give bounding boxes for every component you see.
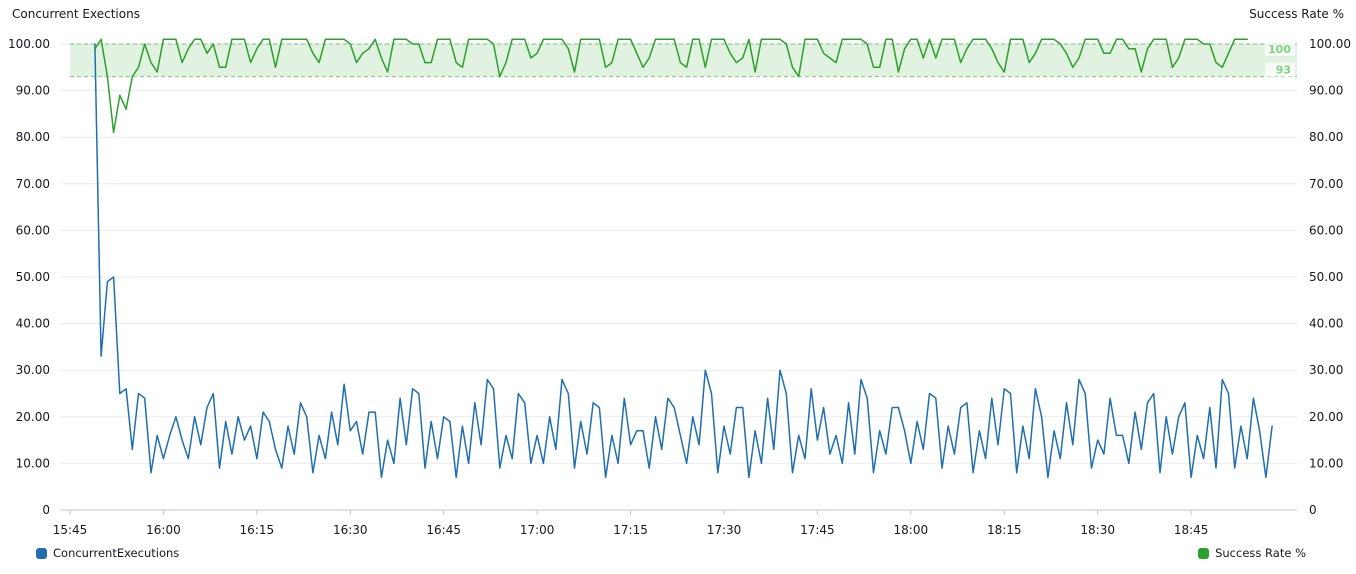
band-label-bg <box>1265 42 1295 56</box>
right-axis-title: Success Rate % <box>1249 7 1344 21</box>
band-label-max: 100 <box>1268 43 1291 56</box>
x-axis: 15:45 16:00 16:15 16:30 16:45 17:00 17:15 17:30… <box>53 510 1209 537</box>
y-tick-label-right: 100.00 <box>1309 37 1351 51</box>
x-tick-label: 18:45 <box>1174 523 1209 537</box>
band-label-bg <box>1265 62 1295 77</box>
y-tick-label-left: 20.00 <box>16 410 50 424</box>
x-tick-label: 16:30 <box>333 523 368 537</box>
legend-label: Success Rate % <box>1215 546 1306 560</box>
y-tick-label-right: 60.00 <box>1309 223 1343 237</box>
series-line-concurrentexecutions <box>94 43 1273 479</box>
x-tick-label: 18:15 <box>987 523 1022 537</box>
x-tick-label: 17:30 <box>707 523 742 537</box>
y-tick-label-left: 10.00 <box>16 456 50 470</box>
legend-item-success-rate[interactable]: Success Rate % <box>1198 546 1306 560</box>
band-labels: 100 93 <box>1265 42 1295 77</box>
y-tick-label-right: 40.00 <box>1309 317 1343 331</box>
y-axis-right: 0 10.00 20.00 30.00 40.00 50.00 60.00 70.00 80.0… <box>1309 37 1351 517</box>
x-tick-label: 16:00 <box>146 523 181 537</box>
y-tick-label-left: 60.00 <box>16 223 50 237</box>
legend-swatch <box>1198 547 1210 559</box>
y-tick-label-left: 70.00 <box>16 177 50 191</box>
success-rate-band <box>70 43 1297 78</box>
y-tick-label-right: 30.00 <box>1309 363 1343 377</box>
y-tick-label-left: 80.00 <box>16 130 50 144</box>
x-tick-label: 15:45 <box>53 523 88 537</box>
y-tick-label-left: 40.00 <box>16 317 50 331</box>
legend-label: ConcurrentExecutions <box>53 546 180 560</box>
y-tick-label-right: 0 <box>1309 503 1317 517</box>
y-tick-label-left: 50.00 <box>16 270 50 284</box>
grid-lines <box>60 43 1297 464</box>
x-tick-label: 16:15 <box>240 523 275 537</box>
x-tick-label: 17:45 <box>800 523 835 537</box>
x-tick-label: 18:00 <box>894 523 929 537</box>
x-tick-label: 17:00 <box>520 523 555 537</box>
y-tick-label-right: 90.00 <box>1309 84 1343 98</box>
y-tick-label-right: 50.00 <box>1309 270 1343 284</box>
y-tick-label-right: 80.00 <box>1309 130 1343 144</box>
x-tick-label: 18:30 <box>1080 523 1115 537</box>
x-tick-label: 16:45 <box>426 523 461 537</box>
y-tick-label-right: 70.00 <box>1309 177 1343 191</box>
left-axis-title: Concurrent Exections <box>12 7 140 21</box>
band-fill <box>70 44 1297 77</box>
y-tick-label-left: 0 <box>42 503 50 517</box>
y-tick-label-right: 20.00 <box>1309 410 1343 424</box>
band-label-min: 93 <box>1276 64 1291 77</box>
series-line-success-rate <box>94 38 1248 134</box>
legend-swatch <box>36 547 47 559</box>
y-tick-label-right: 10.00 <box>1309 456 1343 470</box>
y-axis-left: 0 10.00 20.00 30.00 40.00 50.00 60.00 70.00 80.0… <box>8 37 50 517</box>
y-tick-label-left: 30.00 <box>16 363 50 377</box>
y-tick-label-left: 100.00 <box>8 37 50 51</box>
legend-item-concurrent-executions[interactable]: ConcurrentExecutions <box>36 546 179 560</box>
y-tick-label-left: 90.00 <box>16 84 50 98</box>
x-tick-label: 17:15 <box>613 523 648 537</box>
